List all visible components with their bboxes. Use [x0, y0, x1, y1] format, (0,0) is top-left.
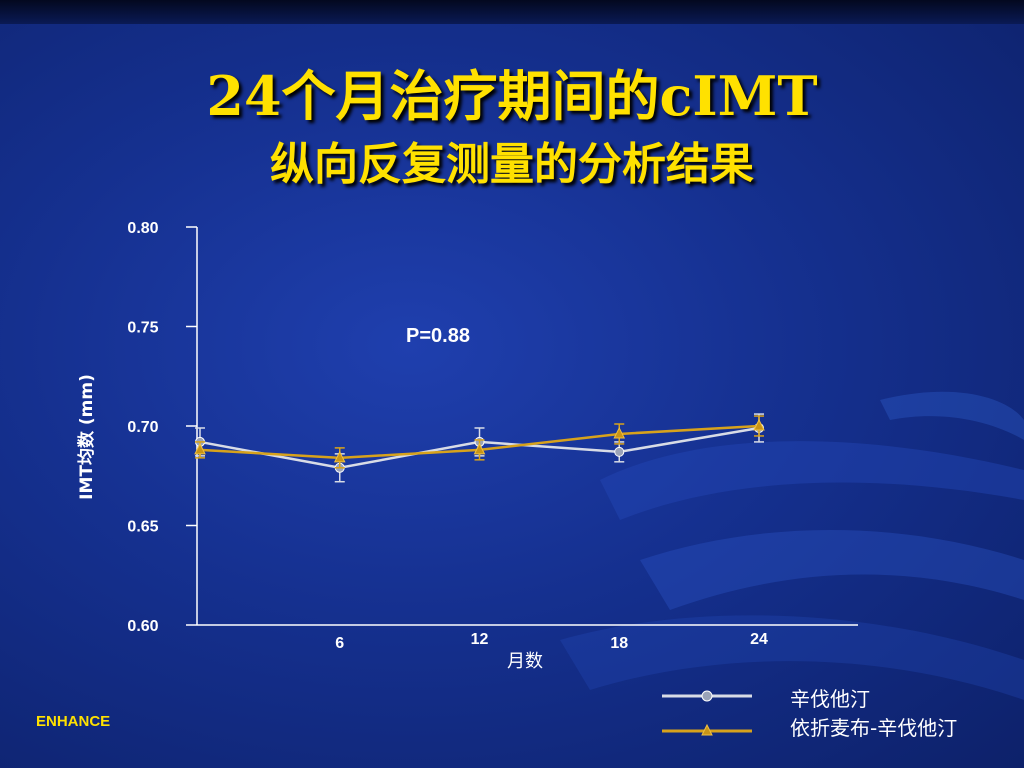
chart-series [194, 413, 765, 483]
y-tick-label: 0.70 [127, 419, 158, 436]
y-tick-label: 0.75 [127, 320, 158, 337]
y-tick-label: 0.65 [127, 519, 158, 536]
series-combo [194, 415, 765, 469]
slide-subtitle: 纵向反复测量的分析结果 [270, 139, 754, 190]
data-point [613, 426, 626, 439]
x-tick-label: 24 [750, 631, 768, 648]
top-bar [0, 0, 1024, 24]
chart-legend [662, 690, 752, 736]
data-point [333, 450, 346, 463]
data-point [473, 442, 486, 455]
x-tick-label: 6 [335, 635, 344, 652]
brand-label: ENHANCE [36, 713, 111, 730]
data-point [194, 442, 206, 455]
legend-label-combo: 依折麦布-辛伐他汀 [790, 716, 958, 740]
y-tick-label: 0.60 [127, 618, 158, 635]
slide-title: 24个月治疗期间的cIMT [206, 64, 818, 128]
y-axis-label: IMT均数 (mm) [76, 374, 97, 500]
chart-ticks: 0.80 0.75 0.70 0.65 0.60 6 12 18 24 [127, 220, 768, 652]
data-point [753, 418, 765, 431]
y-tick-label: 0.80 [127, 220, 158, 237]
legend-marker-simvastatin [701, 690, 713, 702]
x-tick-label: 12 [471, 631, 489, 648]
x-tick-label: 18 [610, 635, 628, 652]
p-value-annotation: P=0.88 [406, 325, 470, 347]
data-point [614, 446, 625, 457]
legend-marker-combo [701, 723, 713, 736]
legend-label-simvastatin: 辛伐他汀 [790, 687, 870, 711]
x-axis-label: 月数 [507, 651, 543, 672]
